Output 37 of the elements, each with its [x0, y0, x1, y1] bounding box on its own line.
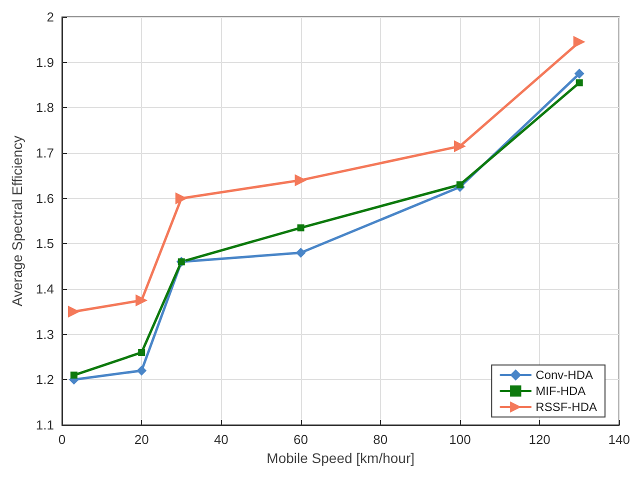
y-tick-label: 1.4 — [36, 282, 54, 296]
legend-label: RSSF-HDA — [536, 400, 598, 414]
point — [175, 192, 188, 204]
x-tick-label: 120 — [528, 432, 550, 447]
point — [576, 79, 583, 86]
point — [296, 248, 306, 258]
point — [70, 372, 78, 379]
y-tick-label: 1.3 — [36, 326, 54, 342]
y-tick-label: 1.6 — [36, 190, 54, 206]
y-tick-label: 1.5 — [36, 236, 54, 252]
legend-label: Conv-HDA — [536, 368, 594, 382]
y-tick-label: 2 — [46, 10, 54, 24]
x-tick-label: 20 — [134, 432, 149, 447]
point — [294, 174, 307, 186]
point — [456, 181, 464, 188]
point — [297, 224, 304, 232]
x-tick-label: 60 — [294, 432, 308, 447]
x-tick-label: 80 — [373, 432, 388, 447]
y-tick-label: 1.9 — [36, 54, 54, 70]
point — [574, 68, 584, 79]
point — [68, 306, 80, 318]
legend-label: MIF-HDA — [536, 384, 586, 398]
x-tick-label: 0 — [58, 432, 66, 447]
point — [454, 140, 466, 152]
point — [138, 348, 146, 356]
y-tick-label: 1.8 — [36, 100, 54, 116]
x-axis-title: Mobile Speed [km/hour] — [266, 450, 415, 466]
point — [136, 294, 148, 306]
y-axis-title: Average Spectral Efficiency — [9, 136, 25, 306]
point — [136, 366, 147, 376]
x-tick-label: 100 — [449, 432, 471, 447]
point — [573, 36, 586, 48]
x-tick-label: 40 — [214, 432, 228, 447]
y-tick-label: 1.2 — [36, 372, 54, 388]
y-tick-label: 1.1 — [36, 418, 54, 432]
x-tick-label: 140 — [608, 432, 630, 447]
y-tick-label: 1.7 — [36, 146, 54, 160]
